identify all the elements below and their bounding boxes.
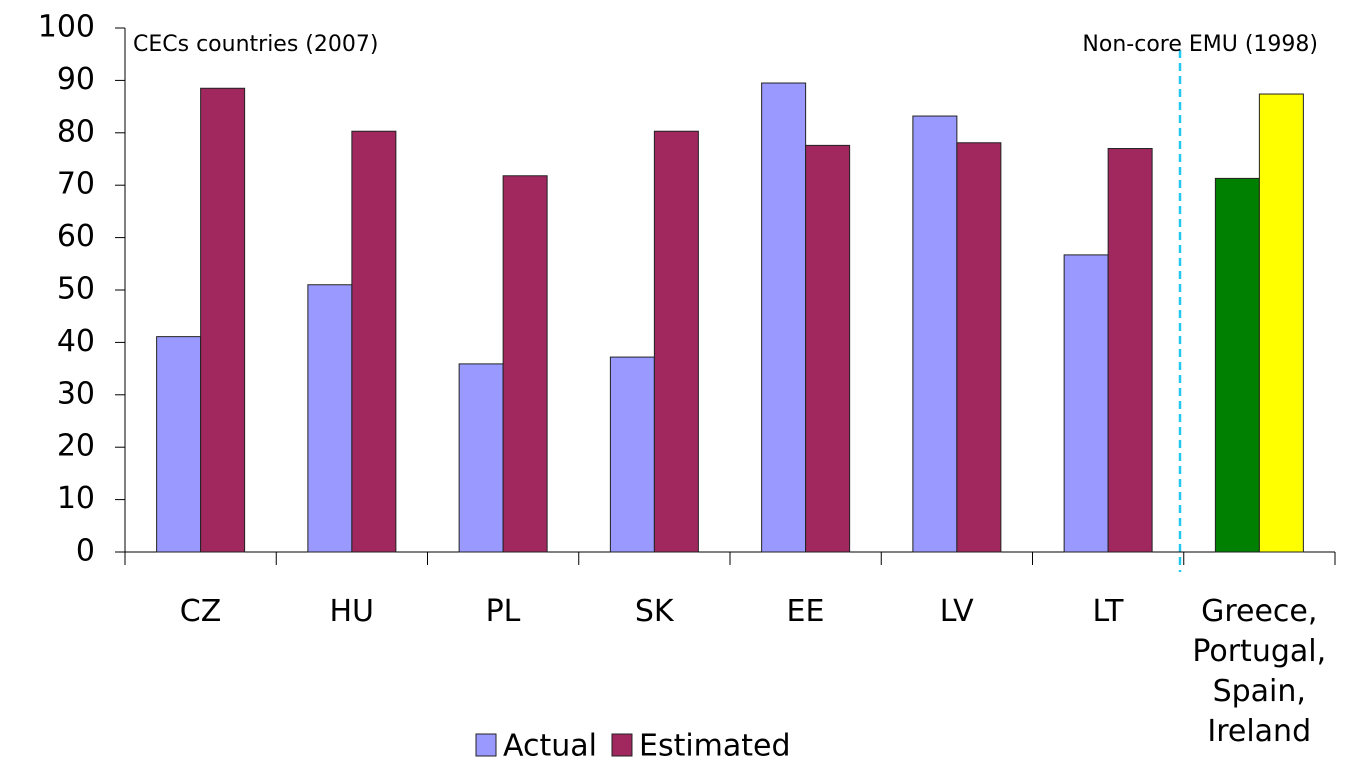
x-tick-label: CZ xyxy=(179,594,222,629)
y-tick-label: 60 xyxy=(57,219,95,254)
bar xyxy=(458,363,504,553)
bar xyxy=(351,130,397,553)
x-tick-label: HU xyxy=(329,594,375,629)
bar xyxy=(1107,148,1153,553)
x-tick-label: Greece, Portugal, Spain, Ireland xyxy=(1192,594,1327,749)
annotation: CECs countries (2007) xyxy=(133,32,378,57)
x-tick-label: LT xyxy=(1092,594,1124,629)
x-tick-label: LV xyxy=(939,594,974,629)
bar xyxy=(1258,93,1304,553)
bar xyxy=(307,284,353,553)
y-tick-label: 80 xyxy=(57,114,95,149)
bar xyxy=(200,87,246,553)
legend-label: Estimated xyxy=(639,729,791,764)
y-tick-label: 0 xyxy=(76,534,95,569)
legend-swatch xyxy=(611,733,633,757)
annotation: Non-core EMU (1998) xyxy=(1082,32,1318,57)
y-tick-label: 40 xyxy=(57,324,95,359)
bar xyxy=(156,336,202,553)
bar xyxy=(653,130,699,553)
y-tick-label: 100 xyxy=(38,10,95,45)
x-tick-label: SK xyxy=(634,594,674,629)
bar xyxy=(956,142,1002,553)
y-tick-label: 70 xyxy=(57,167,95,202)
y-tick-label: 50 xyxy=(57,272,95,307)
y-tick-label: 20 xyxy=(57,429,95,464)
x-tick-label: EE xyxy=(786,594,825,629)
bar xyxy=(502,175,548,553)
y-tick-label: 10 xyxy=(57,481,95,516)
y-tick-label: 30 xyxy=(57,376,95,411)
y-tick-label: 90 xyxy=(57,62,95,97)
bar xyxy=(1214,177,1260,553)
bar xyxy=(1063,254,1109,553)
legend-swatch xyxy=(475,733,497,757)
bar xyxy=(609,356,655,553)
bar xyxy=(761,82,807,553)
bar xyxy=(805,144,851,553)
bar xyxy=(912,115,958,553)
x-tick-label: PL xyxy=(485,594,521,629)
legend-label: Actual xyxy=(503,729,597,764)
